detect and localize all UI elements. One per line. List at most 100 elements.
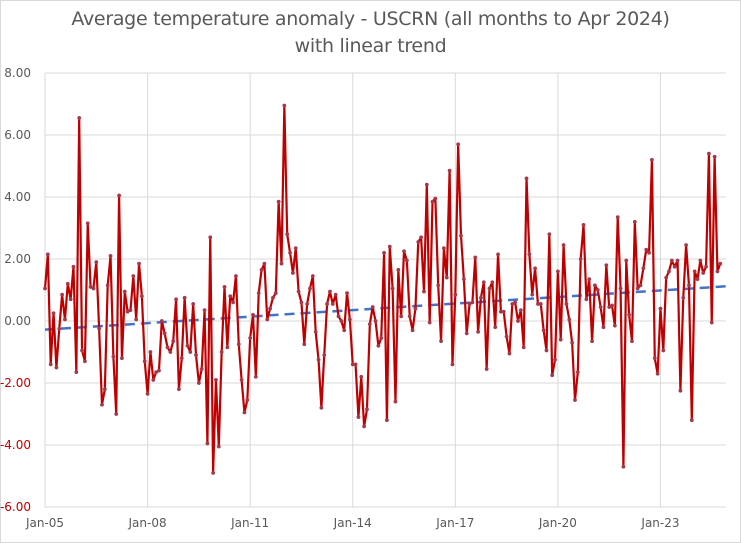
data-point	[293, 246, 298, 251]
data-point	[185, 343, 190, 348]
data-point	[456, 142, 461, 147]
data-point	[100, 402, 104, 407]
data-point	[444, 275, 449, 280]
data-point	[470, 300, 475, 305]
data-point	[567, 317, 572, 322]
data-point	[353, 362, 358, 367]
data-point	[322, 353, 327, 358]
data-point	[308, 286, 312, 291]
data-point	[268, 306, 273, 311]
data-point	[496, 252, 500, 257]
data-series-group	[43, 103, 723, 475]
data-point	[461, 277, 466, 282]
data-point	[305, 302, 310, 306]
data-point	[159, 319, 164, 323]
data-point	[60, 292, 65, 297]
data-point	[310, 274, 315, 278]
x-axis-ticks: Jan-05 Jan-08 Jan-11 Jan-14 Jan-17 Jan-20 Jan-…	[25, 516, 680, 530]
data-point	[94, 260, 99, 265]
data-point	[265, 317, 270, 322]
data-point	[231, 300, 236, 305]
data-point	[573, 398, 577, 402]
data-point	[407, 314, 412, 319]
data-point	[390, 286, 395, 291]
y-tick-label: -4.00	[0, 438, 31, 452]
data-point	[501, 309, 506, 314]
y-axis-ticks: 8.00 6.00 4.00 2.00 0.00 -2.00 -4.00 -6.00	[0, 66, 31, 514]
data-point	[382, 250, 387, 255]
data-point	[521, 345, 526, 350]
data-point	[313, 329, 318, 334]
data-point	[661, 348, 666, 353]
data-point	[273, 291, 278, 296]
data-point	[570, 340, 575, 345]
data-point	[504, 334, 509, 339]
data-point	[587, 277, 592, 282]
data-point	[233, 274, 238, 278]
data-point	[493, 325, 498, 330]
x-tick-label: Jan-20	[538, 516, 577, 530]
data-point	[336, 314, 341, 319]
data-point	[376, 343, 381, 348]
data-point	[544, 348, 549, 353]
data-point	[709, 320, 714, 325]
data-point	[524, 176, 529, 181]
data-point	[604, 263, 609, 268]
data-point	[695, 277, 700, 282]
data-point	[45, 252, 50, 257]
data-point	[715, 269, 720, 274]
data-point	[325, 302, 330, 306]
data-point	[256, 291, 261, 296]
data-point	[627, 312, 632, 317]
data-point	[199, 367, 204, 371]
data-point	[339, 319, 344, 323]
data-point	[128, 308, 133, 313]
data-point	[479, 295, 483, 300]
data-point	[527, 252, 532, 257]
data-point	[239, 377, 244, 382]
data-point	[441, 246, 446, 251]
data-point	[242, 410, 247, 415]
data-point	[561, 243, 566, 248]
data-point	[424, 182, 429, 187]
data-point	[51, 311, 56, 316]
data-point	[236, 342, 241, 347]
data-point	[632, 219, 637, 224]
data-point	[105, 283, 110, 288]
data-point	[122, 289, 127, 294]
data-point	[598, 305, 603, 309]
data-point	[365, 407, 369, 412]
data-point	[687, 283, 691, 288]
data-point	[191, 302, 196, 306]
data-point	[581, 222, 586, 227]
data-point	[219, 350, 224, 354]
data-point	[644, 247, 649, 252]
data-point	[211, 470, 216, 475]
data-point	[342, 328, 347, 333]
data-point	[296, 289, 301, 294]
data-point	[262, 261, 267, 266]
data-point	[655, 371, 660, 376]
data-point	[393, 399, 398, 404]
data-point	[196, 381, 201, 385]
data-point	[658, 306, 663, 311]
data-point	[630, 339, 634, 344]
data-point	[681, 295, 686, 300]
data-point	[518, 308, 523, 313]
data-point	[43, 286, 47, 291]
data-point	[359, 374, 364, 379]
data-point	[419, 235, 424, 240]
data-point	[356, 415, 361, 420]
data-point	[621, 464, 626, 469]
data-point	[54, 365, 59, 370]
y-tick-label: 6.00	[4, 128, 31, 142]
data-point	[384, 418, 389, 423]
data-point	[62, 317, 67, 322]
x-tick-label: Jan-05	[25, 516, 64, 530]
data-point	[171, 339, 176, 344]
data-point	[176, 387, 181, 392]
data-point	[222, 284, 227, 289]
data-point	[447, 168, 452, 173]
